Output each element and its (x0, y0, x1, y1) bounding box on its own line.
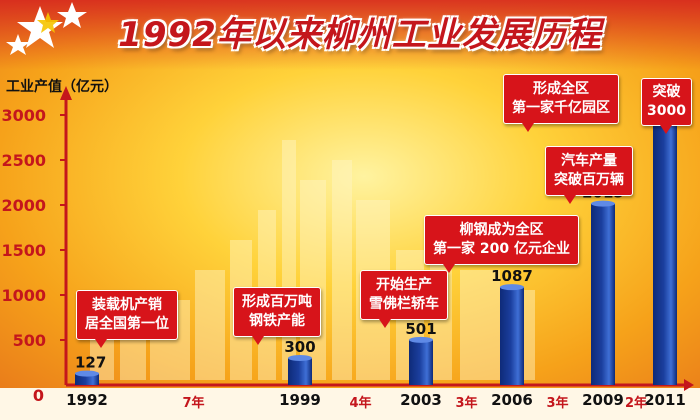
x-tick-label-2006: 2006 (491, 391, 533, 409)
callout-line: 形成百万吨 (242, 294, 312, 310)
callout-line: 居全国第一位 (85, 316, 169, 332)
callout-line: 第一家 200 亿元企业 (433, 241, 570, 257)
callout-line: 雪佛栏轿车 (369, 296, 439, 312)
y-tick-label: 3000 (1, 106, 46, 125)
bar-2003 (409, 339, 433, 385)
yellow-star-decoration (37, 12, 59, 33)
callout-2011-total: 突破 3000 (641, 78, 692, 134)
star-decoration (6, 2, 87, 55)
x-tick-label-2003: 2003 (400, 391, 442, 409)
callout-line: 柳钢成为全区 (459, 222, 544, 238)
x-tick-label-2009: 2009 (582, 391, 624, 409)
bar-top-2006 (500, 284, 524, 291)
bar-2006 (500, 287, 524, 385)
chart-title: 1992年以来柳州工业发展历程 (118, 14, 602, 55)
y-tick-label: 1500 (1, 241, 46, 260)
bar-1992 (75, 373, 99, 385)
callout-line: 形成全区 (533, 81, 589, 97)
callout-line: 开始生产 (376, 277, 432, 293)
y-tick-label: 2000 (1, 196, 46, 215)
callout-1992: 装载机产销 居全国第一位 (76, 290, 178, 348)
callout-line: 突破百万辆 (554, 172, 624, 188)
bar-1999 (288, 358, 312, 385)
interval-label: 3年 (546, 395, 568, 411)
y-axis-title: 工业产值（亿元） (6, 79, 118, 95)
callout-line: 3000 (647, 103, 686, 119)
x-tick-label-1999: 1999 (279, 391, 321, 409)
y-tick-label: 2500 (1, 151, 46, 170)
bar-top-2003 (409, 336, 433, 343)
bar-2009 (591, 203, 615, 385)
bar-top-1999 (288, 355, 312, 361)
callout-line: 钢铁产能 (249, 313, 305, 329)
callout-2011: 形成全区 第一家千亿园区 (503, 74, 619, 132)
interval-label: 7年 (182, 395, 204, 411)
bar-2011 (653, 115, 677, 385)
callout-2009: 汽车产量 突破百万辆 (545, 146, 633, 204)
bar-top-1992 (75, 370, 99, 377)
interval-label: 3年 (455, 395, 477, 411)
interval-label: 2年 (625, 395, 647, 411)
callout-2003: 开始生产 雪佛栏轿车 (360, 270, 448, 328)
callout-2006: 柳钢成为全区 第一家 200 亿元企业 (424, 215, 579, 273)
callout-line: 突破 (652, 84, 681, 100)
y-tick-label: 0 (33, 386, 44, 405)
interval-label: 4年 (349, 395, 371, 411)
value-label-1999: 300 (284, 338, 315, 356)
callout-line: 汽车产量 (561, 153, 617, 169)
x-tick-label-1992: 1992 (66, 391, 108, 409)
value-label-2006: 1087 (491, 267, 533, 285)
y-tick-label: 1000 (1, 286, 46, 305)
callout-1999: 形成百万吨 钢铁产能 (233, 287, 321, 345)
x-tick-label-2011: 2011 (644, 391, 686, 409)
callout-line: 第一家千亿园区 (512, 100, 610, 116)
y-axis-arrow (60, 86, 72, 100)
bar-top-2009 (591, 200, 615, 207)
callout-line: 装载机产销 (92, 297, 162, 313)
value-label-1992: 127 (75, 354, 106, 372)
y-tick-label: 500 (13, 331, 46, 350)
x-axis-arrow (684, 379, 694, 391)
value-label-2003: 501 (405, 320, 436, 338)
